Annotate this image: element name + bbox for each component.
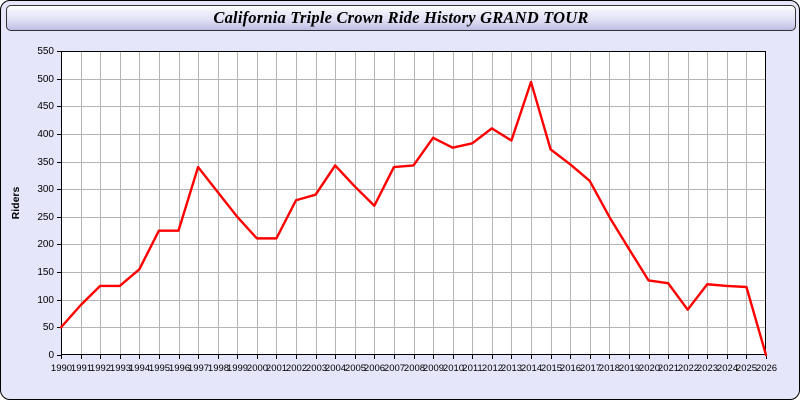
x-tick-label: 1998 bbox=[208, 363, 229, 374]
x-tick-label: 2016 bbox=[560, 363, 581, 374]
x-tick-label: 2008 bbox=[404, 363, 425, 374]
y-tick-label: 50 bbox=[43, 322, 55, 333]
x-tick-label: 1994 bbox=[129, 363, 150, 374]
x-tick-label: 2010 bbox=[443, 363, 464, 374]
x-tick-label: 2025 bbox=[736, 363, 757, 374]
x-tick-label: 2006 bbox=[364, 363, 385, 374]
x-tick-label: 2020 bbox=[639, 363, 660, 374]
data-series-line bbox=[59, 80, 768, 357]
x-tick-label: 2009 bbox=[423, 363, 444, 374]
y-tick-label: 100 bbox=[37, 295, 54, 306]
x-tick-label: 2021 bbox=[658, 363, 679, 374]
y-tick-label: 250 bbox=[37, 212, 54, 223]
y-tick-label: 300 bbox=[37, 184, 54, 195]
plot-frame bbox=[61, 51, 766, 355]
y-tick-label: 200 bbox=[37, 239, 54, 250]
y-tick-label: 450 bbox=[37, 101, 54, 112]
y-tick-label: 400 bbox=[37, 129, 54, 140]
y-tick-label: 0 bbox=[48, 350, 54, 361]
x-tick-label: 2000 bbox=[247, 363, 268, 374]
y-axis-title: Riders bbox=[10, 187, 22, 220]
y-tick-label: 150 bbox=[37, 267, 54, 278]
x-tick-label: 2013 bbox=[501, 363, 522, 374]
x-tick-label: 2002 bbox=[286, 363, 307, 374]
x-tick-label: 2026 bbox=[756, 363, 777, 374]
x-tick-label: 2023 bbox=[697, 363, 718, 374]
x-tick-label: 1995 bbox=[149, 363, 170, 374]
x-tick-label: 1990 bbox=[51, 363, 72, 374]
x-tick-label: 2012 bbox=[482, 363, 503, 374]
x-tick-label: 2018 bbox=[599, 363, 620, 374]
x-tick-label: 1991 bbox=[71, 363, 92, 374]
y-tick-label: 350 bbox=[37, 157, 54, 168]
x-tick-label: 2001 bbox=[266, 363, 287, 374]
x-tick-label: 2004 bbox=[325, 363, 346, 374]
x-tick-label: 2015 bbox=[541, 363, 562, 374]
x-tick-label: 1993 bbox=[110, 363, 131, 374]
x-tick-label: 1999 bbox=[227, 363, 248, 374]
x-tick-label: 2019 bbox=[619, 363, 640, 374]
page-title: California Triple Crown Ride History GRA… bbox=[213, 8, 589, 27]
y-tick-label: 550 bbox=[37, 46, 54, 57]
chart-area: 0 50 100 150 200 250 300 350 400 450 500 550 1990 199… bbox=[1, 33, 799, 399]
plot-background bbox=[61, 51, 766, 355]
x-tick-label: 2017 bbox=[580, 363, 601, 374]
x-tick-label: 1997 bbox=[188, 363, 209, 374]
x-tick-label: 2003 bbox=[306, 363, 327, 374]
y-tick-label: 500 bbox=[37, 74, 54, 85]
x-tick-label: 2024 bbox=[717, 363, 738, 374]
window-title-bar: California Triple Crown Ride History GRA… bbox=[6, 5, 796, 31]
x-tick-label: 1996 bbox=[169, 363, 190, 374]
x-tick-label: 2007 bbox=[384, 363, 405, 374]
x-tick-label: 2005 bbox=[345, 363, 366, 374]
x-tick-label: 1992 bbox=[90, 363, 111, 374]
x-tick-label: 2014 bbox=[521, 363, 542, 374]
line-chart: 0501001502002503003504004505005501990199… bbox=[10, 46, 777, 374]
x-tick-label: 2011 bbox=[462, 363, 482, 374]
x-tick-label: 2022 bbox=[678, 363, 699, 374]
